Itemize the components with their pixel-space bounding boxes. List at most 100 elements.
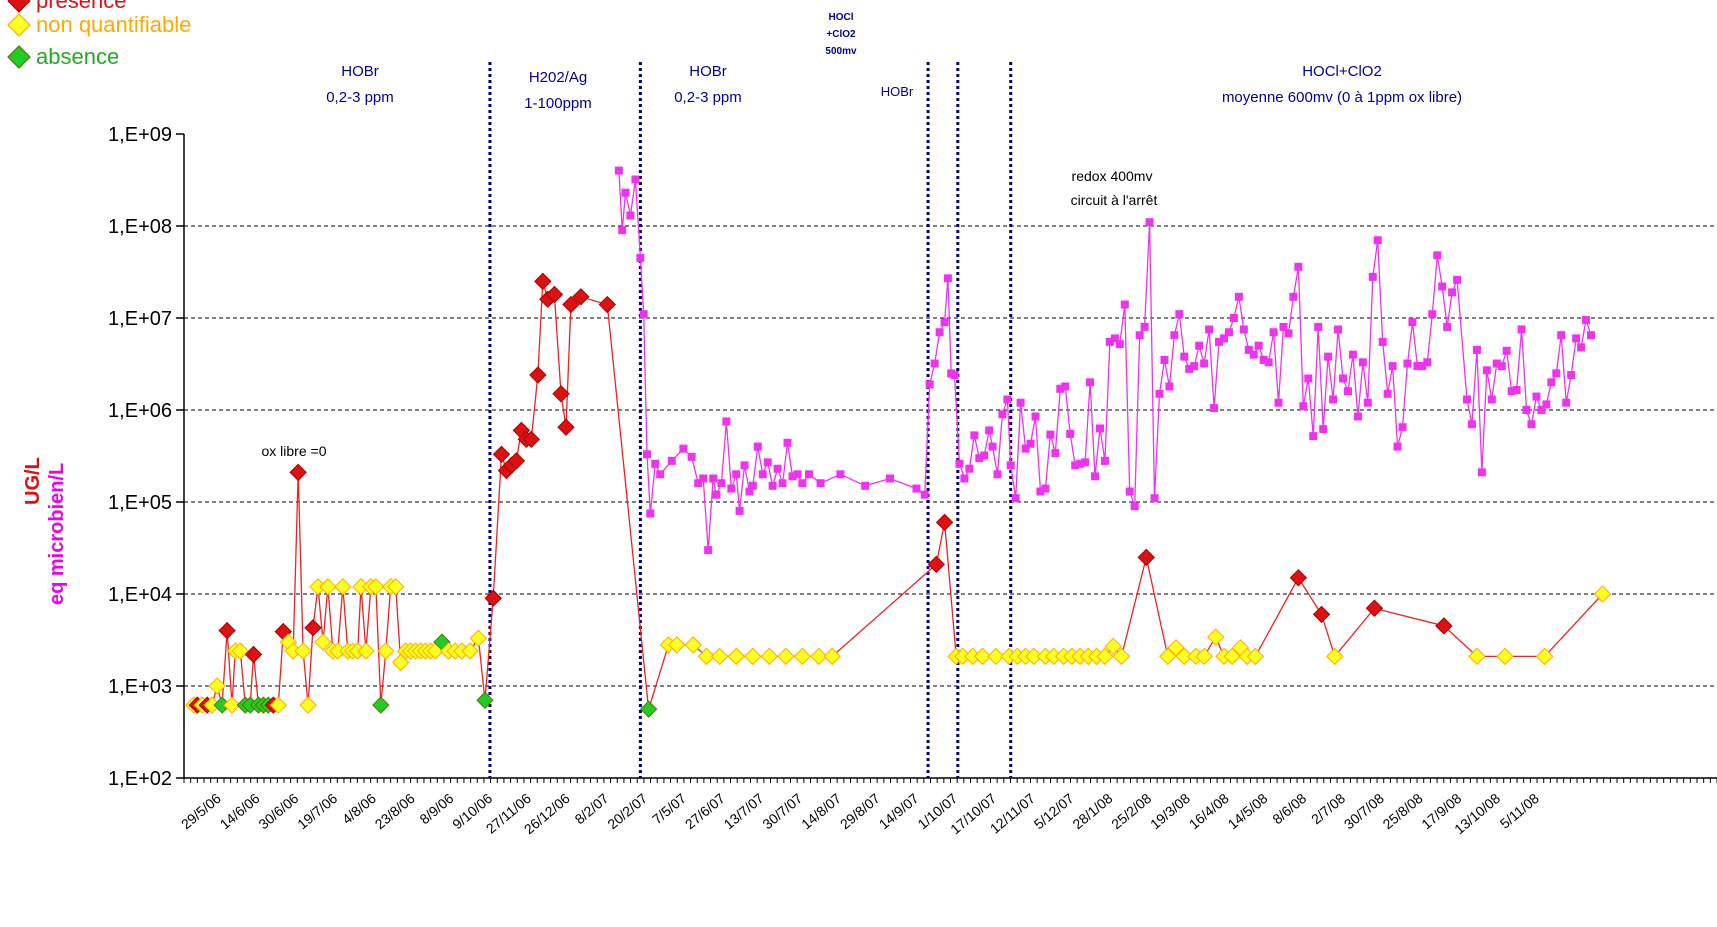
data-point-eq-microbien <box>960 474 969 483</box>
data-point-ug <box>372 696 390 714</box>
data-point-ug <box>1167 639 1185 657</box>
data-point-eq-microbien <box>1557 331 1566 340</box>
data-point-eq-microbien <box>1016 398 1025 407</box>
data-point-eq-microbien <box>1522 406 1531 414</box>
x-tick-label: 29/5/06 <box>178 790 224 832</box>
data-point-ug <box>1289 569 1308 587</box>
data-point-eq-microbien <box>1552 369 1561 378</box>
data-point-eq-microbien <box>1200 359 1209 368</box>
data-point-ug <box>314 633 332 651</box>
data-point-eq-microbien <box>614 166 623 175</box>
data-point-eq-microbien <box>1210 404 1219 413</box>
data-point-ug <box>269 696 288 714</box>
x-tick-label: 29/8/07 <box>837 790 883 832</box>
data-point-ug <box>304 619 322 637</box>
data-point-ug <box>1112 647 1131 666</box>
data-point-eq-microbien <box>621 188 630 197</box>
data-point-eq-microbien <box>618 226 627 235</box>
data-point-eq-microbien <box>1190 362 1199 371</box>
x-tick-label: 20/2/07 <box>604 790 650 832</box>
data-point-ug <box>1496 647 1514 666</box>
data-point-eq-microbien <box>1165 382 1174 391</box>
data-point-eq-microbien <box>1383 389 1392 398</box>
data-point-ug <box>377 642 395 660</box>
data-point-ug <box>777 647 795 666</box>
data-point-eq-microbien <box>1130 502 1139 511</box>
data-point-ug <box>1468 647 1486 666</box>
data-point-ug <box>476 691 494 709</box>
data-point-eq-microbien <box>1572 334 1581 343</box>
data-point-eq-microbien <box>980 451 989 460</box>
x-tick-label: 14/8/07 <box>798 790 844 832</box>
data-point-eq-microbien <box>1577 343 1586 352</box>
data-point-eq-microbien <box>763 458 772 467</box>
data-point-eq-microbien <box>1363 398 1372 407</box>
data-point-ug <box>639 700 658 718</box>
data-point-eq-microbien <box>940 318 949 327</box>
data-point-eq-microbien <box>1110 334 1119 343</box>
data-point-ug <box>367 578 385 596</box>
data-point-eq-microbien <box>1170 331 1179 340</box>
y-tick-label: 1,E+02 <box>108 768 172 790</box>
data-point-eq-microbien <box>1537 406 1546 414</box>
data-point-ug <box>334 578 352 596</box>
data-point-eq-microbien <box>1388 362 1397 371</box>
data-point-ug <box>760 647 779 666</box>
data-point-ug <box>1435 617 1453 635</box>
data-point-eq-microbien <box>1403 359 1412 368</box>
x-tick-label: 30/6/06 <box>255 790 301 832</box>
green-diamond-icon <box>7 45 31 69</box>
data-point-eq-microbien <box>679 444 688 453</box>
data-point-eq-microbien <box>1086 378 1095 387</box>
data-point-ug <box>218 621 236 640</box>
data-point-eq-microbien <box>1003 395 1012 404</box>
data-point-eq-microbien <box>1512 385 1521 394</box>
x-tick-label: 16/4/08 <box>1186 790 1232 832</box>
data-point-eq-microbien <box>1582 316 1591 325</box>
y-tick-label: 1,E+08 <box>108 216 172 238</box>
data-point-eq-microbien <box>1467 420 1476 429</box>
data-point-eq-microbien <box>1517 325 1526 334</box>
data-point-eq-microbien <box>793 470 802 479</box>
data-point-eq-microbien <box>1348 350 1357 359</box>
data-point-eq-microbien <box>753 442 762 451</box>
data-point-eq-microbien <box>1095 424 1104 433</box>
data-point-eq-microbien <box>920 490 929 499</box>
y-tick-label: 1,E+03 <box>108 676 172 698</box>
data-point-eq-microbien <box>1408 318 1417 327</box>
period-label: HOBr <box>881 84 914 99</box>
data-point-eq-microbien <box>1234 292 1243 301</box>
data-point-eq-microbien <box>1091 472 1100 481</box>
data-point-eq-microbien <box>955 459 964 468</box>
data-point-eq-microbien <box>1219 334 1228 343</box>
data-point-eq-microbien <box>636 253 645 262</box>
data-point-ug <box>1365 599 1384 617</box>
data-point-ug <box>294 642 312 660</box>
data-point-eq-microbien <box>1314 322 1323 331</box>
data-point-ug <box>1025 647 1043 666</box>
data-point-eq-microbien <box>1185 364 1194 373</box>
data-point-ug <box>598 295 617 314</box>
data-point-ug <box>1246 647 1265 666</box>
data-point-eq-microbien <box>861 481 870 490</box>
data-point-eq-microbien <box>1319 425 1328 434</box>
data-point-ug <box>231 642 249 660</box>
data-point-ug <box>507 452 526 470</box>
x-tick-label: 27/6/07 <box>682 790 728 832</box>
data-point-ug <box>987 647 1005 666</box>
data-point-eq-microbien <box>687 452 696 461</box>
data-point-ug <box>1326 647 1344 666</box>
data-point-eq-microbien <box>1224 328 1233 337</box>
data-point-eq-microbien <box>1071 461 1080 470</box>
data-point-eq-microbien <box>930 359 939 368</box>
data-point-eq-microbien <box>1378 337 1387 346</box>
data-point-eq-microbien <box>1011 494 1020 503</box>
x-tick-label: 19/3/08 <box>1147 790 1193 832</box>
data-point-eq-microbien <box>788 472 797 481</box>
data-point-eq-microbien <box>1448 288 1457 297</box>
legend-label-non-quantifiable: non quantifiable <box>36 12 192 37</box>
data-point-eq-microbien <box>626 211 635 220</box>
data-point-eq-microbien <box>1105 337 1114 346</box>
data-point-ug <box>1137 548 1155 567</box>
